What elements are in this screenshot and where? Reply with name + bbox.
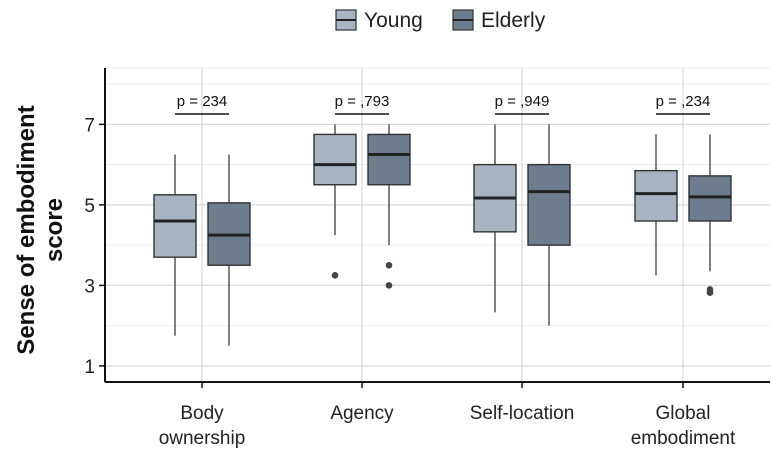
box-elderly-3 (688, 134, 732, 296)
x-tick-label: embodiment (631, 428, 736, 449)
y-axis-label-line: score (41, 198, 68, 262)
box-iqr (688, 175, 732, 222)
outlier-point (385, 282, 393, 289)
box-young-0 (153, 154, 197, 336)
y-tick-label: 3 (84, 276, 95, 297)
outlier-point (706, 289, 714, 296)
box-iqr (367, 133, 411, 186)
x-tick-label: ownership (159, 428, 246, 449)
x-tick-label: Global (656, 403, 711, 424)
plot-area: p = 234 p = ,793 p = ,949 p = ,234 (104, 67, 770, 383)
x-axis-labels: Body ownership Agency Self-location Global em… (159, 382, 736, 449)
box-young-3 (634, 134, 678, 276)
box-iqr (634, 169, 678, 222)
p-value-label: p = ,793 (335, 93, 390, 110)
box-young-2 (473, 124, 517, 313)
y-tick-label: 1 (84, 357, 95, 378)
x-tick-label: Self-location (470, 403, 575, 424)
outlier-point (331, 272, 339, 279)
box-young-1 (313, 124, 357, 279)
y-axis-label-line: Sense of embodiment (13, 105, 40, 354)
x-tick-label: Agency (330, 403, 394, 424)
box-iqr (153, 194, 197, 258)
legend-label: Elderly (481, 9, 546, 32)
box-iqr (527, 163, 571, 246)
legend-label: Young (364, 9, 423, 32)
box-elderly-1 (367, 124, 411, 289)
p-value-label: p = ,234 (656, 93, 711, 110)
box-elderly-2 (527, 124, 571, 326)
p-value-label: p = ,949 (495, 93, 550, 110)
y-axis-ticks: 1 3 5 7 (84, 115, 105, 378)
p-value-label: p = 234 (177, 93, 227, 110)
y-tick-label: 7 (84, 115, 95, 136)
legend-item-young: Young (335, 9, 423, 32)
y-tick-label: 5 (84, 196, 95, 217)
box-iqr (313, 133, 357, 186)
outlier-point (385, 261, 393, 269)
legend: Young Elderly (335, 9, 546, 32)
box-elderly-0 (207, 154, 251, 346)
legend-item-elderly: Elderly (452, 9, 546, 32)
x-tick-label: Body (180, 403, 224, 424)
